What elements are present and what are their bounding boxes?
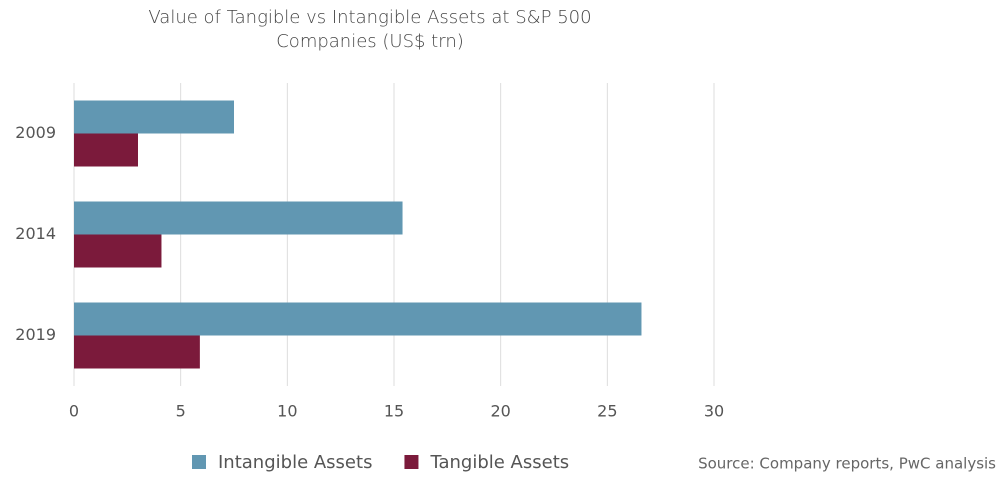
y-tick-label: 2009 (15, 123, 56, 142)
bar (74, 201, 403, 235)
x-tick-label: 5 (176, 402, 186, 421)
x-tick-label: 20 (490, 402, 510, 421)
bar (74, 335, 200, 369)
chart-title: Value of Tangible vs Intangible Assets a… (148, 7, 592, 52)
x-tick-label: 30 (704, 402, 724, 421)
source-note: Source: Company reports, PwC analysis (698, 455, 996, 473)
y-tick-label: 2019 (15, 325, 56, 344)
x-tick-label: 10 (277, 402, 297, 421)
legend-label: Intangible Assets (218, 452, 372, 473)
bar (74, 234, 162, 268)
x-tick-label: 0 (69, 402, 79, 421)
x-tick-label: 15 (384, 402, 404, 421)
bar (74, 302, 642, 336)
y-tick-label: 2014 (15, 224, 56, 243)
legend-swatch (404, 455, 419, 469)
legend-swatch (192, 455, 206, 469)
bar (74, 133, 138, 167)
bar (74, 100, 234, 134)
legend-label: Tangible Assets (429, 452, 569, 473)
x-tick-label: 25 (597, 402, 617, 421)
